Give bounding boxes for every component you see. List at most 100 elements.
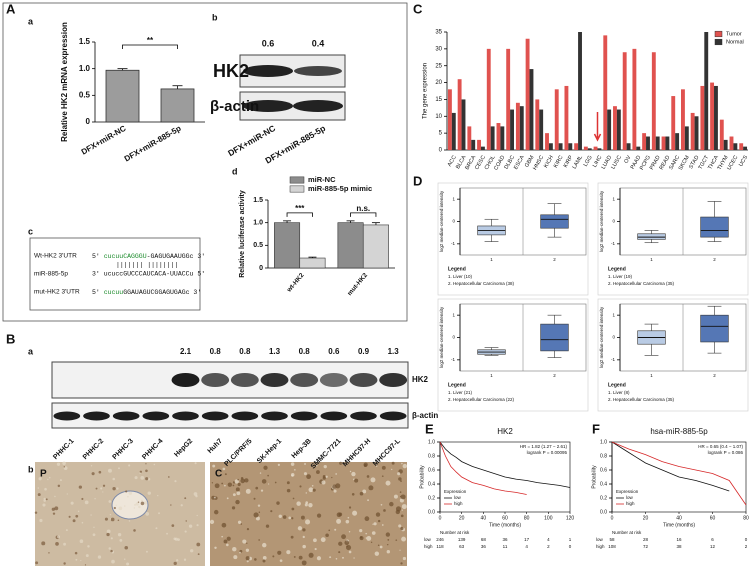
texture-dot [254,558,257,561]
y-tick-label: 0.5 [253,242,263,249]
bar [515,102,520,150]
y-tick-label: -1 [451,357,455,362]
texture-dot [282,515,287,519]
risk-name: high [596,544,605,549]
texture-dot [157,494,159,497]
texture-dot [145,469,148,473]
annotation: logrank P = 0.086 [708,450,744,455]
texture-dot [240,523,243,525]
texture-dot [38,477,42,481]
texture-dot [106,529,111,534]
sequence: 3' ucuccGUCCCAUCACA-UUACCu 5' [92,271,205,278]
y-tick-label: 35 [435,30,442,36]
texture-dot [57,535,60,539]
blot-band [319,373,348,387]
texture-dot [90,514,92,516]
texture-dot [102,484,106,487]
texture-dot [389,501,394,507]
texture-dot [118,506,123,511]
x-tick-label: 0 [611,515,614,521]
texture-dot [232,493,236,497]
texture-dot [260,489,264,492]
y-tick-label: 1.0 [79,64,91,73]
x-tick-label: GBM [524,154,536,168]
texture-dot [365,532,368,535]
texture-dot [196,514,198,517]
texture-dot [134,503,137,506]
texture-dot [368,485,374,491]
y-tick-label: 0 [86,117,91,126]
texture-dot [100,487,103,490]
bar [490,126,495,150]
bar [500,126,505,150]
texture-dot [52,512,56,515]
bar [467,126,472,150]
sequence-part: 5' [92,253,104,260]
texture-dot [108,547,111,550]
blot-band [231,411,259,421]
texture-dot [261,479,267,484]
bar [607,109,612,150]
bar [694,116,699,150]
bar [743,146,748,150]
texture-dot [41,541,46,546]
texture-dot [325,533,329,537]
y-axis-label: Relative luciferase activity [239,190,246,278]
bar [548,143,553,150]
sequence-name: Wt-HK2 3'UTR [34,253,77,260]
legend-title: Legend [448,382,466,388]
texture-dot [305,519,311,525]
texture-dot [296,501,301,506]
texture-dot [399,498,404,503]
texture-dot [338,541,343,546]
texture-dot [402,556,407,561]
texture-dot [294,469,296,471]
bar [529,69,534,150]
texture-dot [246,528,250,531]
x-tick-label: 0 [439,515,442,521]
bar [646,136,650,150]
texture-dot [245,548,250,552]
texture-dot [258,511,261,513]
legend-label: miR-NC [308,175,336,184]
texture-dot [145,463,147,465]
risk-value: 0 [745,537,748,542]
bar [704,32,709,150]
y-tick-label: 0.4 [600,481,607,487]
legend-swatch [289,185,305,193]
y-tick-label: 0.6 [600,467,607,473]
texture-dot [62,461,66,466]
risk-value: 36 [481,544,487,549]
blot-band [112,411,140,421]
bar [733,143,738,150]
texture-dot [133,507,136,509]
texture-dot [398,477,402,481]
y-tick-label: 0 [259,265,263,272]
texture-dot [290,535,294,539]
texture-dot [112,486,116,491]
texture-dot [253,512,259,518]
survival-curve [611,441,747,506]
risk-value: 1 [569,537,572,542]
texture-dot [123,558,126,560]
texture-dot [386,543,389,546]
bar [690,112,695,150]
bar [583,146,588,150]
texture-dot [190,549,194,553]
texture-dot [253,497,256,500]
panel-frame [597,182,749,296]
y-axis-label: log2 median-centered intensity [599,190,604,252]
y-tick-label: 0.0 [600,509,607,515]
texture-dot [383,509,386,512]
texture-dot [135,502,139,506]
texture-dot [42,503,46,507]
texture-dot [48,552,50,554]
texture-dot [267,474,269,477]
texture-dot [239,551,241,554]
risk-value: 0 [569,544,572,549]
y-tick-label: -1 [611,241,615,246]
texture-dot [109,513,112,516]
texture-dot [277,550,282,555]
texture-dot [391,461,395,465]
texture-dot [98,470,102,474]
